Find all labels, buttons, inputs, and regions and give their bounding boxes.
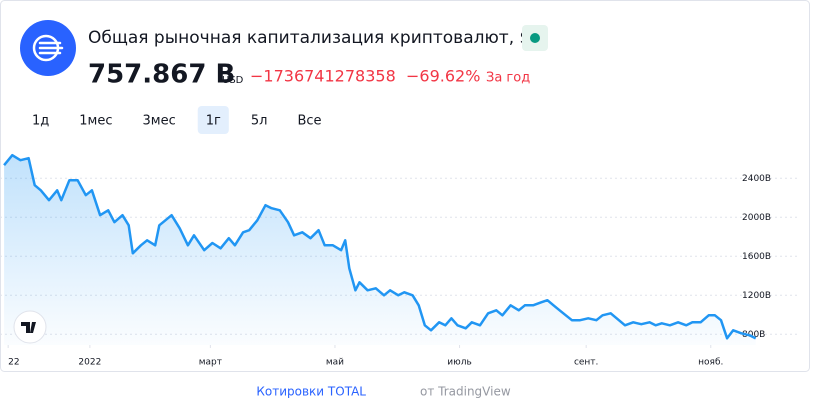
y-tick-label: 1200B bbox=[742, 291, 771, 301]
y-tick-label: 800B bbox=[742, 330, 765, 340]
x-tick-label: сент. bbox=[574, 358, 598, 368]
range-label[interactable]: 3мес bbox=[143, 114, 176, 129]
range-tab[interactable]: 5л bbox=[251, 114, 268, 129]
currency: USD bbox=[222, 75, 244, 86]
range-label[interactable]: 1д bbox=[32, 114, 49, 129]
range-label[interactable]: 1г bbox=[206, 114, 221, 129]
title: Общая рыночная капитализация криптовалют… bbox=[88, 28, 530, 48]
x-tick-label: июль bbox=[447, 358, 471, 368]
y-tick-label: 1600B bbox=[742, 252, 771, 262]
range-tab[interactable]: 1д bbox=[32, 114, 49, 129]
range-label[interactable]: 5л bbox=[251, 114, 268, 129]
x-tick-label: 2022 bbox=[78, 358, 101, 368]
x-tick-label: май bbox=[326, 358, 344, 368]
footer-source: от TradingView bbox=[420, 385, 511, 399]
range-active[interactable] bbox=[197, 106, 229, 134]
change-pct: −69.62% bbox=[406, 67, 480, 86]
status-dot bbox=[530, 33, 540, 43]
period: За год bbox=[486, 71, 530, 86]
x-tick-label: март bbox=[199, 358, 222, 368]
range-tab[interactable]: 1г bbox=[197, 106, 229, 134]
range-tabs: 1д 1мес 3мес 1г 5л Все bbox=[32, 106, 322, 134]
price: 757.867 B bbox=[88, 60, 235, 90]
range-label[interactable]: 1мес bbox=[79, 114, 112, 129]
tradingview-logo bbox=[13, 310, 47, 344]
y-tick-label: 2000B bbox=[742, 213, 771, 223]
range-tab[interactable]: Все bbox=[297, 114, 321, 129]
chart: 800B 1200B 1600B 2000B 2400B 22 2022 март май июл… bbox=[0, 153, 800, 368]
area-fill bbox=[4, 155, 756, 345]
x-tick-label: нояб. bbox=[698, 358, 723, 368]
range-tab[interactable]: 1мес bbox=[79, 114, 112, 129]
footer-link[interactable]: Котировки TOTAL bbox=[256, 385, 366, 399]
price-line bbox=[3, 153, 757, 340]
range-tab[interactable]: 3мес bbox=[143, 114, 176, 129]
icon bbox=[20, 20, 76, 76]
x-tick-label: 22 bbox=[8, 358, 19, 368]
range-label[interactable]: Все bbox=[297, 114, 321, 129]
change: −1736741278358 bbox=[250, 67, 396, 86]
y-tick-label: 2400B bbox=[742, 174, 771, 184]
